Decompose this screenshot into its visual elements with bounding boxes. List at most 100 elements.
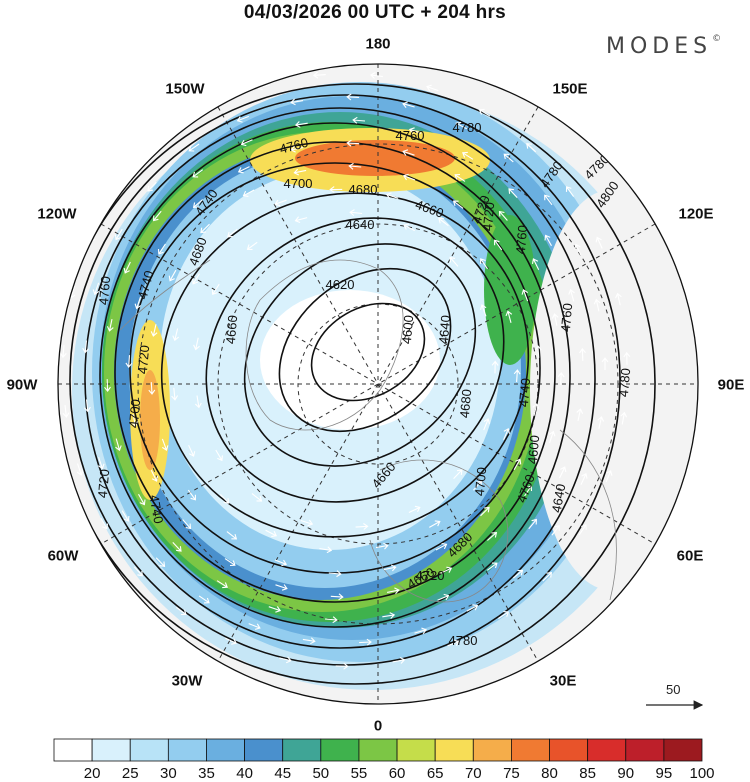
lon-label-150w: 150W [165,80,205,98]
wind-vector [383,564,397,572]
reference-vector-label: 50 [666,682,681,697]
wind-vector [498,611,510,619]
wind-vector [100,517,109,530]
wind-vector [268,606,282,613]
colorbar-tick-label: 65 [426,765,444,782]
wind-vector [402,173,416,181]
lon-label-60w: 60W [47,547,79,565]
wind-vector [452,200,464,209]
wind-vector [352,116,366,124]
wind-vector [601,357,609,370]
wind-vector [521,289,529,302]
wind-vector [392,657,406,664]
wind-vector [248,623,261,630]
colorbar-swatch [511,738,550,762]
wind-vector [508,188,518,198]
wind-vector [382,612,396,619]
wind-vector [349,209,363,217]
contour-label: 4660 [223,315,240,345]
wind-vector [375,542,389,550]
colorbar-swatch [663,738,703,762]
wind-vector [293,168,307,176]
colorbar-swatch [129,738,169,762]
wind-vectors [59,71,631,670]
wind-vector [148,382,156,395]
colorbar-tick-label: 20 [83,765,101,782]
wind-vector [605,470,613,483]
wind-vector [486,562,498,571]
colorbar-tick-label: 55 [350,765,368,782]
wind-vector [123,261,131,274]
contour-label: 4780 [616,368,633,398]
wind-vector [578,524,587,536]
wind-vector [84,399,91,413]
lon-label-180: 180 [365,35,391,53]
wind-vector [408,127,422,134]
wind-vector [161,438,169,451]
wind-vector [131,414,139,427]
wind-vector [150,324,158,337]
wind-vector [290,98,304,106]
wind-vector [187,489,196,501]
wind-vector [312,71,326,79]
wind-vector [478,108,491,117]
wind-vector [505,310,513,323]
wind-vector [330,593,344,601]
contour-label: 4720 [95,469,112,499]
contour-label: 4760 [513,225,530,255]
wind-vector [346,93,360,101]
wind-vector [462,151,474,160]
contour-label: 4780 [449,633,478,648]
colorbar-swatch [167,738,207,762]
wind-vector [593,298,601,312]
wind-vector [623,351,631,365]
colorbar-tick-label: 40 [236,765,253,782]
wind-vector [483,418,491,431]
lon-label-90e: 90E [717,376,745,394]
contour-label: 4680 [349,182,378,197]
wind-vector [192,199,203,209]
wind-vector [597,416,605,429]
wind-vector [335,662,349,670]
wind-vector [466,604,479,612]
wind-vector [426,84,439,92]
contour-label: 4740 [516,378,533,408]
colorbar-tick-label: 90 [617,765,635,782]
lon-label-60e: 60E [676,547,704,565]
wind-vector [193,337,200,351]
contour-label: 4640 [549,483,569,514]
wind-vector [346,139,360,147]
brand-name: MODES [606,34,713,59]
colorbar-tick-label: 95 [655,765,673,782]
wind-vector [402,101,415,109]
wind-vector [526,143,537,153]
wind-vector [403,223,415,232]
wind-vector [157,243,166,255]
wind-vector [115,438,122,452]
wind-vector [551,313,559,326]
wind-vector [435,543,448,551]
map-title: 04/03/2026 00 UTC + 204 hrs [243,2,507,23]
wind-vector [440,566,453,574]
lon-label-30e: 30E [549,672,577,690]
wind-vector [227,228,238,238]
wind-vector [153,210,162,222]
colorbar-swatch [244,738,284,762]
wind-vector [294,216,308,224]
wind-vector [359,638,372,646]
wind-vector [408,505,421,513]
wind-vector [348,162,362,170]
wind-vector [224,558,236,567]
wind-vector [576,408,584,422]
wind-vector [319,546,333,554]
wind-vector [226,531,238,540]
colorbar-tick-label: 85 [579,765,596,782]
wind-vector [438,217,449,227]
colorbar-tick-label: 30 [160,765,177,782]
wind-vector [300,519,314,527]
wind-vector [155,557,166,568]
wind-vector [472,480,483,491]
wind-vector [324,616,338,624]
wind-vector [414,627,427,635]
wind-vector [175,606,187,616]
